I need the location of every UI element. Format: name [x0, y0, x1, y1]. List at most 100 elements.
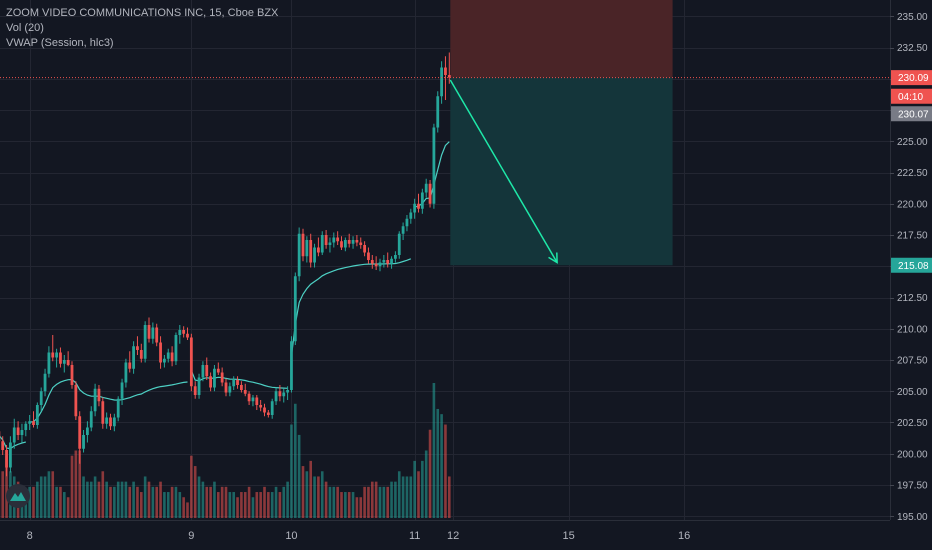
vwap-segment	[190, 370, 288, 389]
candle-body	[151, 327, 155, 339]
volume-bar	[178, 492, 182, 518]
candle-body	[32, 421, 35, 425]
candle-body	[336, 237, 340, 242]
volume-bar	[317, 476, 320, 518]
candle-body	[274, 391, 278, 402]
candle-body	[243, 390, 247, 394]
volume-bar	[382, 486, 386, 518]
candle-body	[447, 75, 451, 78]
volume-bar	[105, 481, 108, 518]
candle-body	[290, 341, 293, 390]
candle-body	[340, 241, 343, 248]
volume-bar	[332, 486, 336, 518]
volume-bar	[417, 471, 420, 518]
volume-bar	[313, 476, 316, 518]
candle-body	[301, 233, 305, 257]
chart-legend: ZOOM VIDEO COMMUNICATIONS INC, 15, Cboe …	[6, 6, 278, 51]
candle-body	[132, 346, 135, 369]
candle-body	[367, 252, 370, 260]
candle-body	[89, 411, 93, 428]
volume-bar	[255, 492, 259, 518]
candle-body	[405, 218, 409, 227]
volume-bar	[136, 486, 139, 518]
candle-body	[39, 391, 43, 405]
overlays	[0, 77, 890, 264]
candle-body	[390, 258, 393, 264]
volume-bar	[421, 460, 424, 518]
volume-bar	[297, 434, 301, 518]
volume-bar	[436, 408, 440, 518]
volume-bar	[428, 429, 432, 518]
volume-bar	[213, 481, 216, 518]
candle-body	[286, 390, 289, 393]
candle-body	[236, 380, 239, 385]
candle-body	[5, 450, 8, 468]
candle-body	[436, 96, 440, 128]
volume-bar	[359, 497, 363, 518]
candle-body	[166, 352, 170, 359]
volume-bar	[328, 486, 332, 518]
volume-bar	[386, 486, 389, 518]
candle-body	[293, 276, 297, 342]
volume-indicator-label[interactable]: Vol (20)	[6, 22, 44, 34]
candle-body	[420, 192, 424, 209]
candle-body	[12, 427, 16, 443]
position-zones[interactable]	[450, 0, 673, 266]
candle-body	[178, 330, 182, 335]
volume-bar	[259, 492, 262, 518]
volume-bar	[205, 486, 209, 518]
time-tick-label: 16	[678, 530, 690, 542]
symbol-title[interactable]: ZOOM VIDEO COMMUNICATIONS INC, 15, Cboe …	[6, 7, 279, 19]
mountain-icon	[10, 492, 26, 501]
tradingview-logo-icon[interactable]	[6, 484, 30, 508]
volume-bar	[286, 481, 289, 518]
volume-bar	[190, 455, 193, 518]
candle-body	[394, 255, 397, 259]
candle-body	[101, 401, 105, 424]
price-tick-label: 202.50	[897, 418, 928, 429]
price-marker-box	[891, 106, 932, 122]
volume-bar	[63, 492, 66, 518]
volume-bar	[409, 476, 413, 518]
volume-bar	[116, 481, 120, 518]
volume-bar	[397, 471, 401, 518]
candle-body	[328, 242, 332, 245]
volume-bar	[251, 497, 255, 518]
volume-bar	[186, 502, 189, 518]
price-marker-label: 230.09	[898, 73, 929, 84]
vwap-indicator-label[interactable]: VWAP (Session, hlc3)	[6, 37, 114, 49]
candle-body	[417, 203, 420, 209]
candle-body	[440, 67, 443, 97]
candle-body	[82, 435, 85, 449]
price-tick-label: 200.00	[897, 449, 928, 460]
candle-body	[324, 235, 328, 245]
candle-body	[413, 203, 417, 213]
volume-bar	[405, 476, 409, 518]
volume-bar	[70, 455, 74, 518]
candle-body	[47, 352, 51, 374]
candle-body	[282, 392, 286, 397]
time-axis[interactable]: 8 9 10 11 12 15 16	[27, 530, 691, 542]
volume-bar	[340, 492, 343, 518]
candle-body	[59, 352, 62, 364]
volume-bar	[347, 492, 351, 518]
candle-body	[305, 240, 309, 257]
candle-body	[51, 352, 55, 358]
candle-body	[386, 260, 390, 264]
vwap-segment	[290, 258, 412, 357]
volume-bar	[247, 486, 251, 518]
candle-body	[74, 385, 78, 417]
candle-body	[401, 226, 405, 234]
candle-body	[93, 388, 97, 412]
volume-bar	[113, 486, 116, 518]
volume-bar	[201, 481, 205, 518]
price-tick-label: 205.00	[897, 387, 928, 398]
time-tick-label: 11	[409, 530, 420, 542]
candle-body	[139, 350, 143, 359]
candle-body	[397, 233, 401, 255]
candle-body	[424, 183, 428, 193]
volume-bar	[263, 486, 266, 518]
candle-body	[20, 430, 24, 435]
candlesticks	[0, 52, 451, 477]
